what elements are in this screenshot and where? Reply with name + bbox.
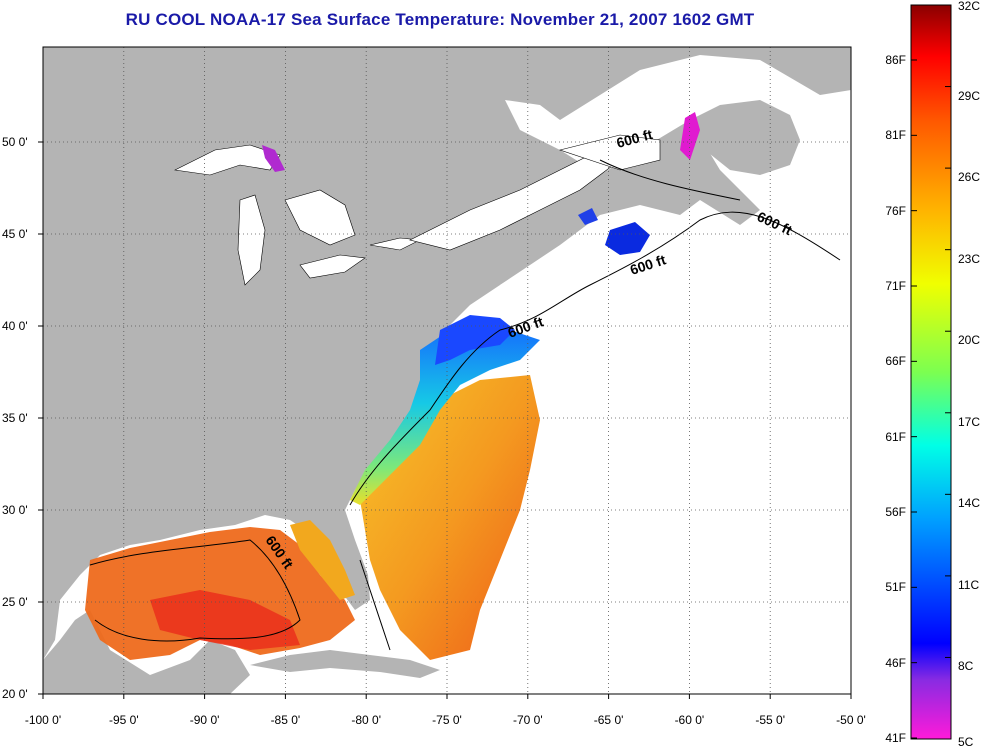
sst-coastal-cold	[350, 320, 540, 505]
colorbar-fahrenheit-label: 81F	[885, 128, 906, 143]
lon-tick-label: -95 0'	[109, 713, 139, 727]
lon-tick-label: -55 0'	[755, 713, 785, 727]
land-cuba	[250, 650, 440, 678]
colorbar	[910, 4, 952, 740]
sst-gulf-warm-core	[150, 590, 300, 650]
sst-florida-shelf	[290, 520, 355, 600]
colorbar-fahrenheit-label: 56F	[885, 505, 906, 519]
colorbar-fahrenheit-label: 46F	[885, 655, 906, 670]
sst-atlantic-warm	[360, 375, 540, 660]
lon-tick-label: -75 0'	[432, 713, 462, 727]
colorbar-celsius-label: 5C	[958, 735, 974, 749]
lat-tick-label: 40 0'	[2, 319, 28, 333]
lon-tick-label: -85 0'	[271, 713, 301, 727]
lat-tick-label: 25 0'	[2, 595, 28, 609]
colorbar-fahrenheit-label: 61F	[885, 429, 906, 444]
colorbar-celsius-label: 23C	[958, 251, 981, 266]
colorbar-celsius-label: 8C	[958, 659, 974, 674]
lat-tick-label: 30 0'	[2, 503, 28, 517]
sst-newfoundland-cold	[680, 112, 700, 160]
colorbar-fahrenheit-label: 66F	[885, 354, 906, 369]
gulf-of-maine	[500, 250, 610, 315]
graticule	[43, 47, 851, 694]
latitude-axis: 50 0' 45 0' 40 0' 35 0' 30 0' 25 0' 20 0'	[2, 135, 43, 701]
colorbar-fahrenheit-label: 76F	[885, 203, 906, 218]
lon-tick-label: -65 0'	[594, 713, 624, 727]
colorbar-celsius-label: 17C	[958, 414, 981, 429]
lon-tick-label: -80 0'	[351, 713, 381, 727]
lon-tick-label: -90 0'	[190, 713, 220, 727]
sst-lake-superior-cold	[262, 145, 285, 172]
lon-tick-label: -60 0'	[675, 713, 705, 727]
lat-tick-label: 50 0'	[2, 135, 28, 149]
land-yucatan	[43, 610, 250, 694]
colorbar-celsius-label: 11C	[958, 577, 980, 592]
colorbar-celsius-label: 26C	[958, 170, 981, 185]
colorbar-celsius-label: 32C	[958, 0, 981, 13]
colorbar-fahrenheit-label: 51F	[885, 580, 906, 595]
colorbar-fahrenheit-label: 41F	[885, 731, 906, 745]
map-title: RU COOL NOAA-17 Sea Surface Temperature:…	[125, 10, 755, 29]
land-newfoundland	[690, 100, 800, 175]
colorbar-ticks	[911, 4, 951, 740]
lat-tick-label: 35 0'	[2, 411, 28, 425]
sst-nova-scotia-cold	[605, 222, 650, 255]
colorbar-fahrenheit-label: 86F	[885, 53, 906, 67]
lat-tick-label: 20 0'	[2, 687, 28, 701]
colorbar-celsius-label: 29C	[958, 88, 981, 103]
colorbar-celsius-label: 20C	[958, 333, 981, 348]
isobath-600ft	[89, 159, 841, 651]
sst-mid-atlantic-blue	[435, 315, 515, 365]
lon-tick-label: -50 0'	[836, 713, 866, 727]
sst-fundy-cold	[578, 208, 598, 225]
colorbar-celsius-label: 14C	[958, 496, 981, 511]
lon-tick-label: -70 0'	[513, 713, 543, 727]
longitude-axis: -100 0' -95 0' -90 0' -85 0' -80 0' -75 0' -70…	[25, 694, 866, 727]
great-lakes	[174, 134, 661, 286]
lon-tick-label: -100 0'	[25, 713, 61, 727]
lat-tick-label: 45 0'	[2, 227, 28, 241]
colorbar-fahrenheit-label: 71F	[885, 279, 906, 293]
